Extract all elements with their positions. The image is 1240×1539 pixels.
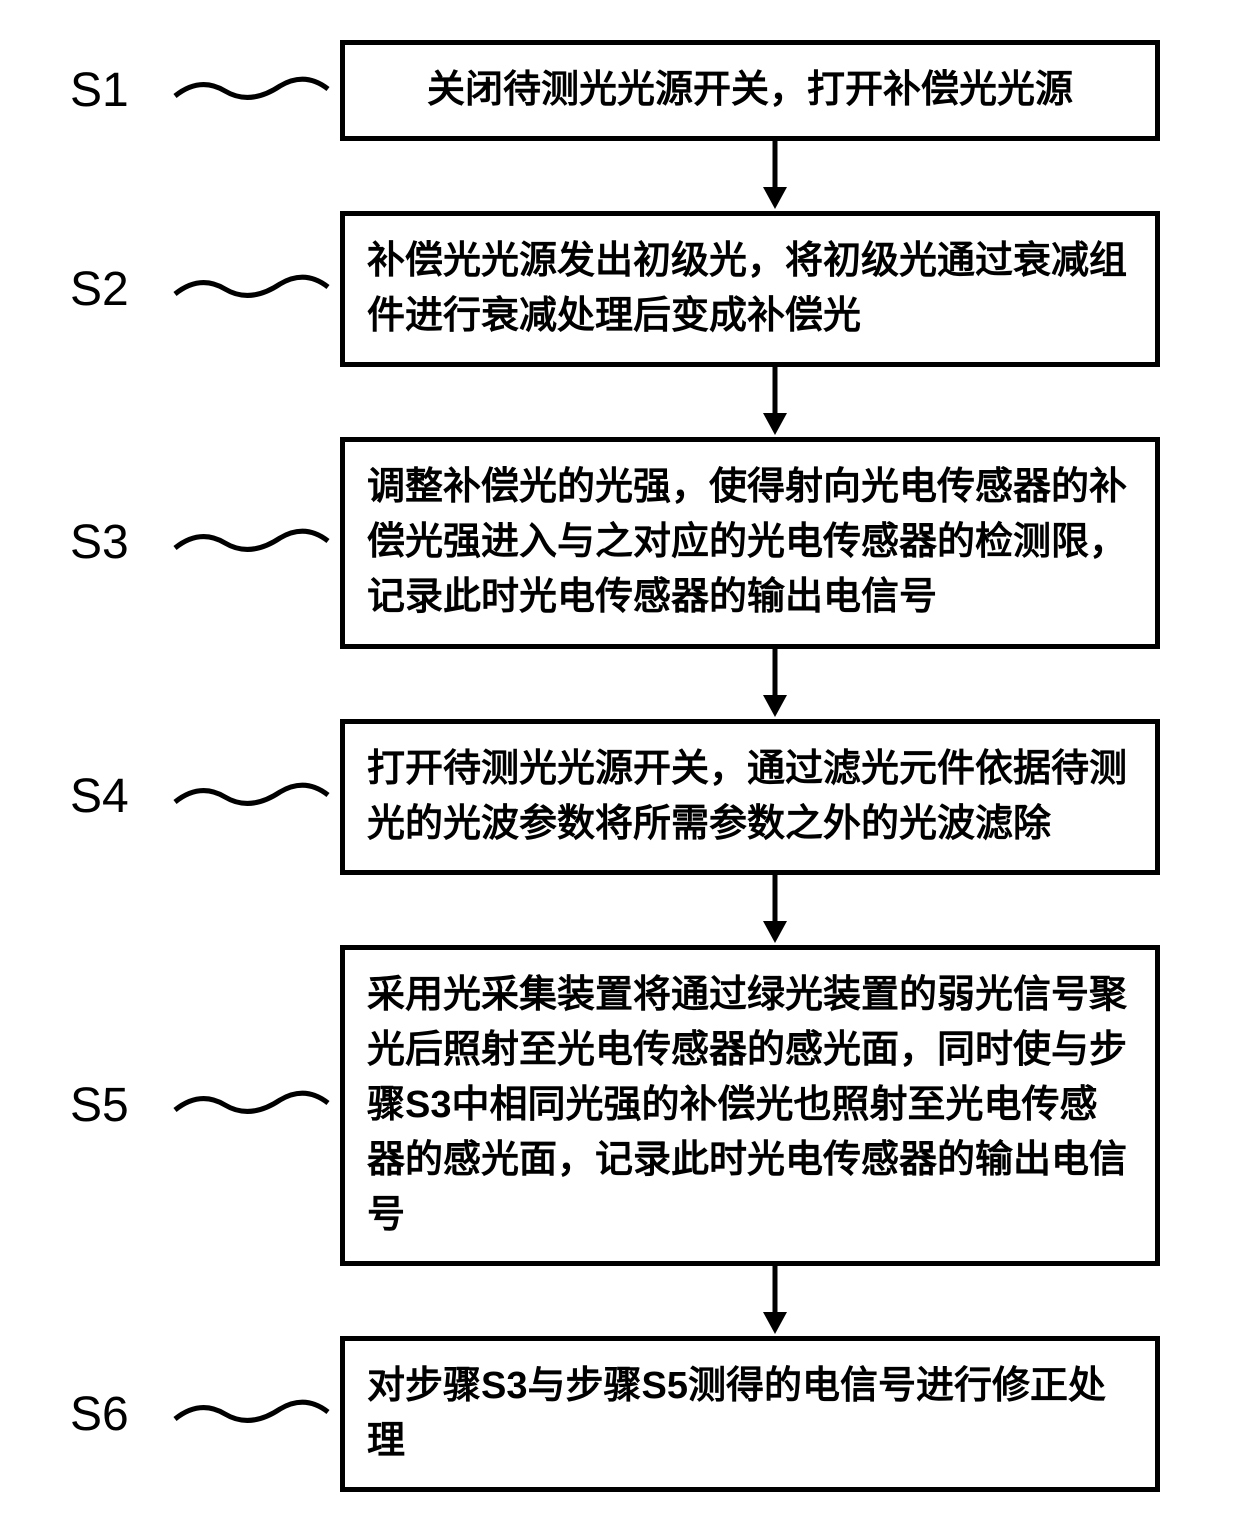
step-box-s3: 调整补偿光的光强，使得射向光电传感器的补偿光强进入与之对应的光电传感器的检测限，… bbox=[340, 437, 1160, 648]
squiggle-connector-s2 bbox=[170, 269, 330, 309]
arrow-down-icon bbox=[755, 141, 795, 211]
squiggle-connector-s4 bbox=[170, 777, 330, 817]
squiggle-connector-s3 bbox=[170, 523, 330, 563]
arrow-down-icon bbox=[755, 1266, 795, 1336]
step-box-s6: 对步骤S3与步骤S5测得的电信号进行修正处理 bbox=[340, 1336, 1160, 1492]
step-row-s6: S6 对步骤S3与步骤S5测得的电信号进行修正处理 bbox=[30, 1336, 1210, 1492]
step-label-s6: S6 bbox=[70, 1387, 129, 1442]
step-box-s2: 补偿光光源发出初级光，将初级光通过衰减组件进行衰减处理后变成补偿光 bbox=[340, 211, 1160, 367]
arrow-s3-s4 bbox=[30, 649, 1210, 719]
step-row-s1: S1 关闭待测光光源开关，打开补偿光光源 bbox=[30, 40, 1210, 141]
step-row-s5: S5 采用光采集装置将通过绿光装置的弱光信号聚光后照射至光电传感器的感光面，同时… bbox=[30, 945, 1210, 1266]
arrow-s4-s5 bbox=[30, 875, 1210, 945]
arrow-down-icon bbox=[755, 367, 795, 437]
step-label-s2: S2 bbox=[70, 262, 129, 317]
step-row-s2: S2 补偿光光源发出初级光，将初级光通过衰减组件进行衰减处理后变成补偿光 bbox=[30, 211, 1210, 367]
squiggle-connector-s1 bbox=[170, 71, 330, 111]
flowchart-container: S1 关闭待测光光源开关，打开补偿光光源 S2 补偿光光源发出初级光，将初级光通… bbox=[30, 40, 1210, 1492]
step-label-s3: S3 bbox=[70, 515, 129, 570]
squiggle-connector-s6 bbox=[170, 1394, 330, 1434]
step-row-s3: S3 调整补偿光的光强，使得射向光电传感器的补偿光强进入与之对应的光电传感器的检… bbox=[30, 437, 1210, 648]
step-box-s1: 关闭待测光光源开关，打开补偿光光源 bbox=[340, 40, 1160, 141]
step-label-s5: S5 bbox=[70, 1078, 129, 1133]
step-box-s4: 打开待测光光源开关，通过滤光元件依据待测光的光波参数将所需参数之外的光波滤除 bbox=[340, 719, 1160, 875]
step-row-s4: S4 打开待测光光源开关，通过滤光元件依据待测光的光波参数将所需参数之外的光波滤… bbox=[30, 719, 1210, 875]
squiggle-connector-s5 bbox=[170, 1085, 330, 1125]
step-label-s1: S1 bbox=[70, 63, 129, 118]
arrow-s1-s2 bbox=[30, 141, 1210, 211]
arrow-s2-s3 bbox=[30, 367, 1210, 437]
arrow-down-icon bbox=[755, 649, 795, 719]
arrow-down-icon bbox=[755, 875, 795, 945]
step-label-s4: S4 bbox=[70, 769, 129, 824]
arrow-s5-s6 bbox=[30, 1266, 1210, 1336]
step-box-s5: 采用光采集装置将通过绿光装置的弱光信号聚光后照射至光电传感器的感光面，同时使与步… bbox=[340, 945, 1160, 1266]
